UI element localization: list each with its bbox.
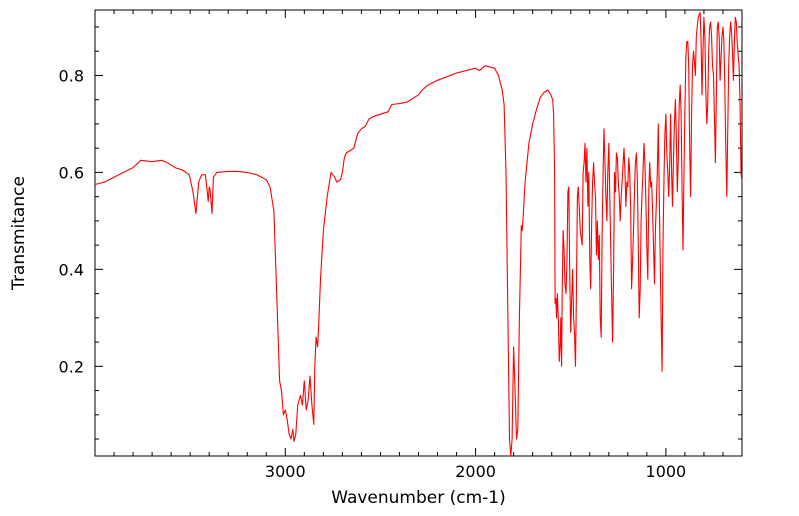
y-axis-title: Transmitance (9, 176, 29, 291)
y-tick-label: 0.4 (59, 260, 84, 279)
axis-tick-labels: 3000 2000 1000 0.2 0.4 0.6 0.8 (59, 66, 687, 481)
x-tick-label: 2000 (455, 462, 496, 481)
y-tick-label: 0.6 (59, 163, 84, 182)
x-tick-label: 1000 (646, 462, 687, 481)
spectrum-line (94, 11, 743, 457)
y-tick-label: 0.2 (59, 357, 84, 376)
y-tick-label: 0.8 (59, 66, 84, 85)
x-axis-title: Wavenumber (cm-1) (331, 488, 506, 508)
x-tick-label: 3000 (265, 462, 306, 481)
axis-ticks (95, 10, 742, 456)
